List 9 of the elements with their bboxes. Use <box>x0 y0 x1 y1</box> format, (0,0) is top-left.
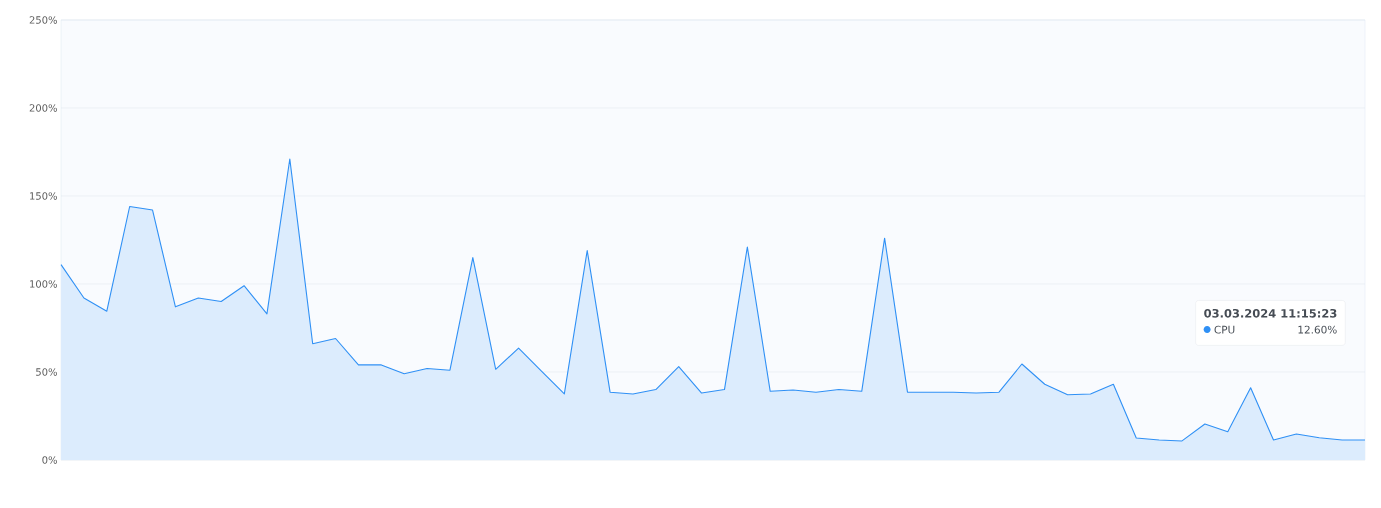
y-tick-label: 100% <box>30 280 57 288</box>
y-tick-label: 150% <box>30 192 57 200</box>
annotation: 03.03.2024 11:15:23 <box>1204 309 1337 318</box>
y-tick-label: 250% <box>29 16 57 24</box>
y-tick-label: 200% <box>29 104 57 112</box>
y-tick-label: 50% <box>36 368 57 376</box>
annotation: 12.60% <box>1298 325 1337 334</box>
y-tick-label: 0% <box>42 456 57 464</box>
legend-label: CPU <box>1214 325 1235 334</box>
